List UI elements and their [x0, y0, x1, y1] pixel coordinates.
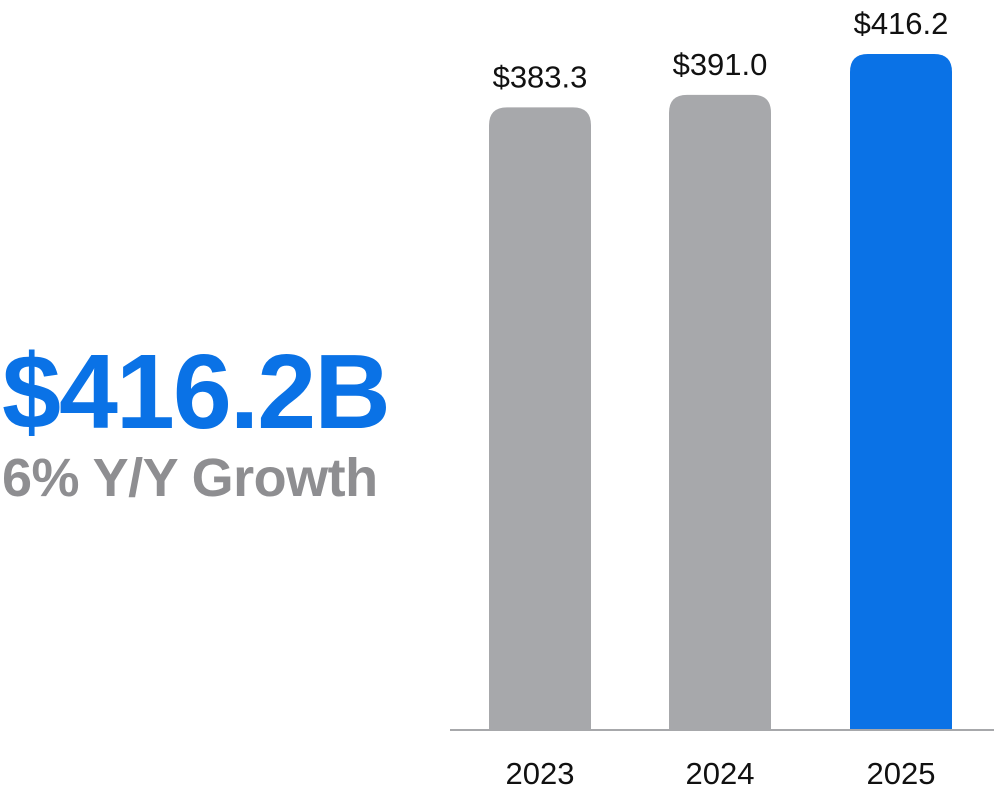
headline: $416.2B 6% Y/Y Growth [2, 332, 432, 510]
x-tick-label-2024: 2024 [686, 756, 755, 790]
data-labels-group: $383.3 $391.0 $416.2 [493, 6, 949, 94]
x-tick-label-2023: 2023 [506, 756, 575, 790]
growth-subtitle: 6% Y/Y Growth [2, 448, 378, 508]
x-tick-labels-group: 2023 2024 2025 [506, 756, 936, 790]
bar-2024 [669, 94, 771, 730]
data-label-2024: $391.0 [673, 47, 768, 82]
data-label-2025: $416.2 [854, 6, 949, 41]
headline-value: $416.2B [2, 333, 391, 451]
bar-2025 [850, 54, 952, 729]
data-label-2023: $383.3 [493, 59, 588, 94]
bars-group [489, 54, 952, 730]
bar-2023 [489, 107, 591, 729]
x-tick-label-2025: 2025 [867, 756, 936, 790]
